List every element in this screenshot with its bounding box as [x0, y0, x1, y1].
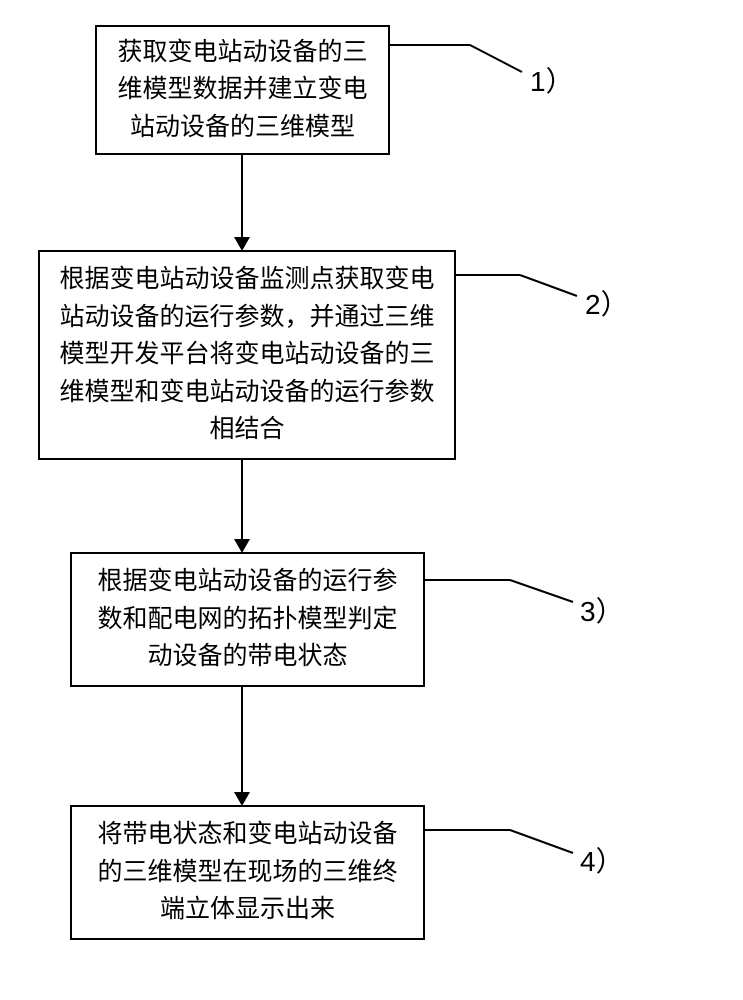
flowchart-node-3: 根据变电站动设备的运行参数和配电网的拓扑模型判定动设备的带电状态 — [70, 552, 425, 687]
node-3-text: 根据变电站动设备的运行参数和配电网的拓扑模型判定动设备的带电状态 — [86, 563, 409, 676]
node-1-text: 获取变电站动设备的三维模型数据并建立变电站动设备的三维模型 — [111, 34, 374, 147]
flowchart-container: 获取变电站动设备的三维模型数据并建立变电站动设备的三维模型 1） 根据变电站动设… — [0, 0, 743, 1000]
arrow-1-2-head — [234, 237, 250, 251]
arrow-2-3-head — [234, 539, 250, 553]
step-label-1: 1） — [530, 60, 574, 100]
flowchart-node-1: 获取变电站动设备的三维模型数据并建立变电站动设备的三维模型 — [95, 25, 390, 155]
flowchart-node-4: 将带电状态和变电站动设备的三维模型在现场的三维终端立体显示出来 — [70, 805, 425, 940]
arrow-2-3-line — [241, 460, 243, 540]
flowchart-node-2: 根据变电站动设备监测点获取变电站动设备的运行参数，并通过三维模型开发平台将变电站… — [38, 250, 456, 460]
arrow-3-4-head — [234, 792, 250, 806]
step-label-2: 2） — [585, 283, 629, 323]
node-4-text: 将带电状态和变电站动设备的三维模型在现场的三维终端立体显示出来 — [86, 816, 409, 929]
arrow-1-2-line — [241, 155, 243, 240]
node-2-text: 根据变电站动设备监测点获取变电站动设备的运行参数，并通过三维模型开发平台将变电站… — [54, 261, 440, 449]
step-label-4: 4） — [580, 840, 624, 880]
arrow-3-4-line — [241, 687, 243, 792]
step-label-3: 3） — [580, 590, 624, 630]
